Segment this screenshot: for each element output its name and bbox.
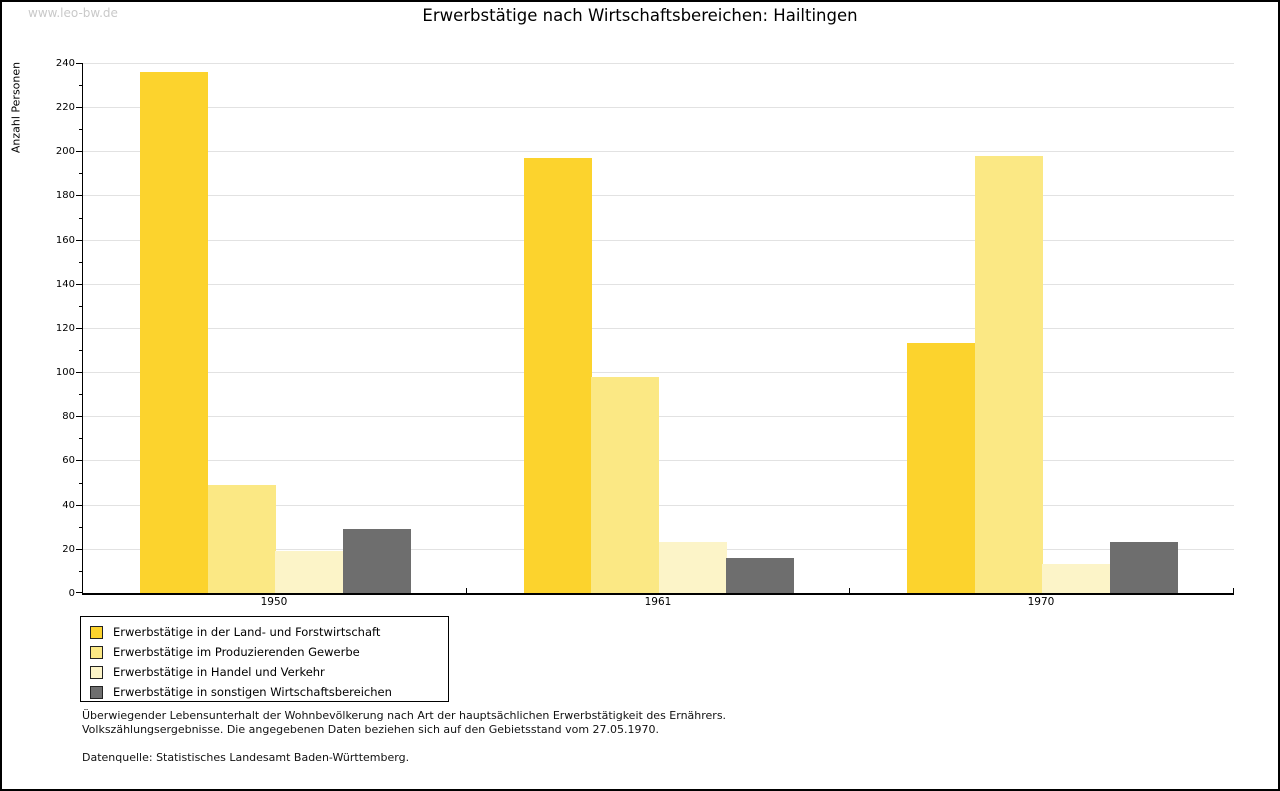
y-tick-label: 20 xyxy=(62,544,75,555)
y-tick-label: 40 xyxy=(62,500,75,511)
y-minor-tick xyxy=(79,571,83,572)
y-minor-tick xyxy=(79,483,83,484)
y-major-tick xyxy=(76,372,83,373)
y-minor-tick xyxy=(79,173,83,174)
y-minor-tick xyxy=(79,218,83,219)
bar-1961-series-1 xyxy=(524,158,592,593)
y-tick-label: 100 xyxy=(55,367,75,378)
y-major-tick xyxy=(76,416,83,417)
bar-1961-series-4 xyxy=(726,558,794,593)
y-tick-label: 180 xyxy=(55,190,75,201)
y-minor-tick xyxy=(79,129,83,130)
gridline xyxy=(83,240,1234,241)
x-boundary-tick xyxy=(849,588,850,593)
bar-1970-series-1 xyxy=(907,343,975,593)
legend-item: Erwerbstätige im Produzierenden Gewerbe xyxy=(90,642,448,662)
y-minor-tick xyxy=(79,85,83,86)
bar-1961-series-2 xyxy=(591,377,659,593)
y-major-tick xyxy=(76,592,83,593)
y-minor-tick xyxy=(79,350,83,351)
watermark: www.leo-bw.de xyxy=(28,6,118,20)
gridline xyxy=(83,372,1234,373)
gridline xyxy=(83,151,1234,152)
bar-1970-series-3 xyxy=(1042,564,1110,593)
data-source-note: Datenquelle: Statistisches Landesamt Bad… xyxy=(82,751,410,764)
y-tick-label: 220 xyxy=(55,102,75,113)
gridline xyxy=(83,195,1234,196)
footer-note: Überwiegender Lebensunterhalt der Wohnbe… xyxy=(82,709,726,737)
y-tick-label: 60 xyxy=(62,455,75,466)
bar-1950-series-3 xyxy=(275,551,343,593)
y-tick-label: 120 xyxy=(55,323,75,334)
legend: Erwerbstätige in der Land- und Forstwirt… xyxy=(80,616,449,702)
y-tick-label: 140 xyxy=(55,279,75,290)
y-major-tick xyxy=(76,107,83,108)
y-major-tick xyxy=(76,460,83,461)
y-axis-title: Anzahl Personen xyxy=(9,61,23,154)
bar-1970-series-2 xyxy=(975,156,1043,593)
y-major-tick xyxy=(76,63,83,64)
gridline xyxy=(83,328,1234,329)
y-minor-tick xyxy=(79,262,83,263)
y-minor-tick xyxy=(79,527,83,528)
legend-item: Erwerbstätige in Handel und Verkehr xyxy=(90,662,448,682)
bar-1970-series-4 xyxy=(1110,542,1178,593)
legend-item: Erwerbstätige in sonstigen Wirtschaftsbe… xyxy=(90,682,448,702)
y-tick-label: 0 xyxy=(68,588,75,599)
y-major-tick xyxy=(76,549,83,550)
plot-area: 0 20 40 60 80 100 120 140 160 180 200 220 240 xyxy=(56,58,1234,599)
legend-item: Erwerbstätige in der Land- und Forstwirt… xyxy=(90,622,448,642)
y-tick-label: 200 xyxy=(55,146,75,157)
footer-note-line1: Überwiegender Lebensunterhalt der Wohnbe… xyxy=(82,709,727,722)
y-major-tick xyxy=(76,151,83,152)
legend-label: Erwerbstätige in der Land- und Forstwirt… xyxy=(113,625,381,639)
x-boundary-tick xyxy=(466,588,467,593)
bar-1950-series-4 xyxy=(343,529,411,593)
legend-label: Erwerbstätige in Handel und Verkehr xyxy=(113,665,325,679)
legend-label: Erwerbstätige in sonstigen Wirtschaftsbe… xyxy=(113,685,392,699)
legend-swatch xyxy=(90,665,103,679)
y-minor-tick xyxy=(79,438,83,439)
y-tick-label: 80 xyxy=(62,411,75,422)
x-tick-label: 1950 xyxy=(260,596,288,608)
x-tick-label: 1961 xyxy=(644,596,672,608)
bar-1961-series-3 xyxy=(659,542,727,593)
legend-swatch xyxy=(90,625,103,639)
legend-swatch xyxy=(90,645,103,659)
bar-1950-series-1 xyxy=(140,72,208,593)
y-minor-tick xyxy=(79,306,83,307)
y-major-tick xyxy=(76,195,83,196)
y-tick-label: 240 xyxy=(55,58,75,69)
y-major-tick xyxy=(76,328,83,329)
gridline xyxy=(83,63,1234,64)
legend-swatch xyxy=(90,685,103,699)
y-minor-tick xyxy=(79,394,83,395)
gridline xyxy=(83,107,1234,108)
x-tick-label: 1970 xyxy=(1027,596,1055,608)
y-major-tick xyxy=(76,240,83,241)
y-tick-label: 160 xyxy=(55,235,75,246)
gridline xyxy=(83,284,1234,285)
bar-1950-series-2 xyxy=(208,485,276,593)
y-major-tick xyxy=(76,284,83,285)
footer-note-line2: Volkszählungsergebnisse. Die angegebenen… xyxy=(82,723,660,736)
chart-title: Erwerbstätige nach Wirtschaftsbereichen:… xyxy=(422,6,858,25)
x-boundary-tick xyxy=(1233,588,1234,593)
y-major-tick xyxy=(76,505,83,506)
legend-label: Erwerbstätige im Produzierenden Gewerbe xyxy=(113,645,360,659)
